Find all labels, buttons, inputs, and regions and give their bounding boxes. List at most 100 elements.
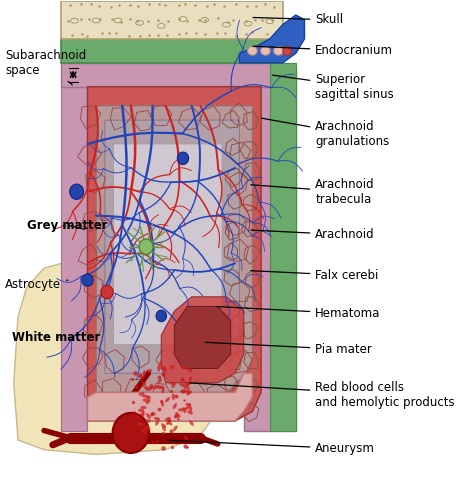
- Ellipse shape: [160, 367, 166, 370]
- Polygon shape: [88, 87, 261, 421]
- Ellipse shape: [146, 369, 152, 373]
- Ellipse shape: [273, 46, 283, 55]
- Ellipse shape: [189, 421, 194, 426]
- Ellipse shape: [184, 381, 189, 387]
- Ellipse shape: [174, 413, 180, 418]
- Ellipse shape: [142, 381, 146, 387]
- Ellipse shape: [170, 382, 176, 385]
- Circle shape: [101, 285, 113, 299]
- Ellipse shape: [157, 365, 160, 372]
- Ellipse shape: [143, 370, 146, 377]
- Ellipse shape: [165, 397, 170, 402]
- Circle shape: [177, 152, 189, 164]
- Ellipse shape: [187, 368, 193, 372]
- Polygon shape: [114, 144, 222, 344]
- Circle shape: [113, 413, 149, 453]
- Circle shape: [156, 310, 166, 322]
- Ellipse shape: [167, 421, 173, 425]
- Text: White matter: White matter: [11, 331, 100, 344]
- Ellipse shape: [169, 365, 175, 369]
- Ellipse shape: [142, 427, 147, 432]
- Ellipse shape: [162, 425, 166, 432]
- Ellipse shape: [153, 386, 159, 389]
- Ellipse shape: [155, 420, 159, 426]
- Text: Superior
sagittal sinus: Superior sagittal sinus: [273, 73, 394, 101]
- Ellipse shape: [261, 46, 270, 55]
- Polygon shape: [62, 87, 88, 431]
- Ellipse shape: [157, 378, 162, 384]
- Polygon shape: [239, 15, 304, 63]
- Ellipse shape: [163, 366, 167, 372]
- Polygon shape: [270, 63, 296, 431]
- Ellipse shape: [161, 400, 164, 407]
- Ellipse shape: [172, 382, 176, 388]
- Ellipse shape: [185, 387, 190, 392]
- Text: Red blood cells
and hemolytic products: Red blood cells and hemolytic products: [190, 381, 455, 409]
- Ellipse shape: [158, 386, 164, 389]
- Ellipse shape: [138, 409, 144, 412]
- Ellipse shape: [141, 406, 146, 409]
- Ellipse shape: [150, 412, 156, 417]
- Polygon shape: [14, 259, 218, 455]
- Ellipse shape: [147, 387, 153, 391]
- Text: Astrocyte: Astrocyte: [5, 278, 68, 291]
- Ellipse shape: [144, 387, 150, 390]
- Text: Arachnoid: Arachnoid: [251, 228, 375, 241]
- Text: Arachnoid
trabecula: Arachnoid trabecula: [251, 178, 375, 206]
- Ellipse shape: [247, 46, 257, 55]
- Ellipse shape: [165, 417, 171, 421]
- Text: Hematoma: Hematoma: [216, 307, 381, 320]
- Ellipse shape: [143, 399, 149, 402]
- Ellipse shape: [186, 404, 191, 410]
- Ellipse shape: [179, 383, 185, 387]
- Polygon shape: [62, 0, 283, 39]
- Polygon shape: [88, 373, 253, 421]
- Ellipse shape: [162, 387, 164, 393]
- Ellipse shape: [186, 391, 192, 394]
- Text: Skull: Skull: [253, 13, 344, 26]
- Ellipse shape: [155, 385, 162, 388]
- Polygon shape: [62, 39, 283, 63]
- Ellipse shape: [145, 419, 151, 422]
- Text: Grey matter: Grey matter: [27, 219, 107, 232]
- Ellipse shape: [146, 399, 151, 404]
- Ellipse shape: [174, 415, 181, 418]
- Ellipse shape: [138, 375, 144, 379]
- Text: Pia mater: Pia mater: [205, 342, 372, 356]
- Ellipse shape: [154, 417, 160, 421]
- Ellipse shape: [172, 393, 175, 400]
- Polygon shape: [244, 68, 296, 431]
- Ellipse shape: [146, 425, 150, 431]
- Ellipse shape: [161, 423, 166, 428]
- Polygon shape: [105, 120, 239, 373]
- Text: Arachnoid
granulations: Arachnoid granulations: [262, 118, 390, 148]
- Polygon shape: [161, 297, 244, 383]
- Ellipse shape: [137, 423, 144, 426]
- Polygon shape: [174, 307, 231, 368]
- Polygon shape: [62, 63, 278, 87]
- Ellipse shape: [185, 403, 191, 406]
- Ellipse shape: [189, 376, 192, 383]
- Ellipse shape: [186, 390, 191, 395]
- Ellipse shape: [142, 394, 148, 398]
- Ellipse shape: [173, 403, 177, 409]
- Text: Aneurysm: Aneurysm: [168, 440, 375, 455]
- Text: Endocranium: Endocranium: [253, 45, 393, 57]
- Ellipse shape: [174, 412, 178, 419]
- Text: Falx cerebi: Falx cerebi: [251, 269, 379, 282]
- Ellipse shape: [183, 385, 189, 388]
- Ellipse shape: [146, 413, 151, 419]
- Circle shape: [283, 46, 292, 56]
- Ellipse shape: [180, 366, 186, 369]
- Circle shape: [139, 239, 153, 254]
- Ellipse shape: [159, 361, 162, 367]
- Ellipse shape: [187, 411, 193, 414]
- Text: Subarachnoid
space: Subarachnoid space: [5, 49, 86, 85]
- Ellipse shape: [139, 392, 145, 396]
- Circle shape: [70, 184, 83, 199]
- Polygon shape: [96, 106, 253, 392]
- Ellipse shape: [178, 408, 184, 411]
- Ellipse shape: [183, 407, 187, 413]
- Circle shape: [82, 274, 93, 286]
- Ellipse shape: [189, 405, 192, 412]
